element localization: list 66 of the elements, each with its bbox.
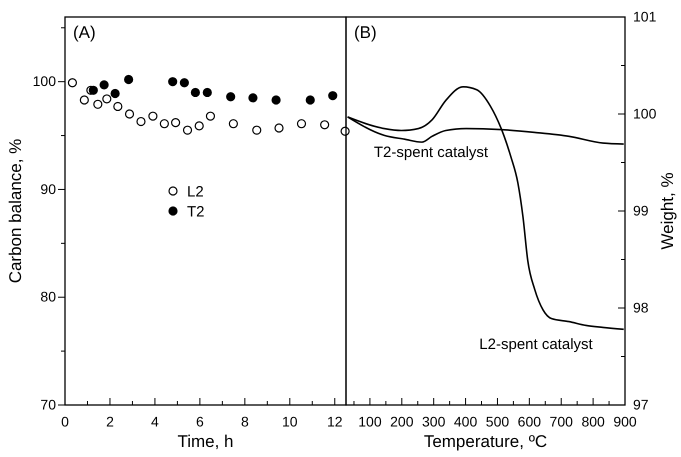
legend-label: T2 (187, 203, 205, 220)
annotation: (B) (354, 23, 377, 42)
point (228, 119, 238, 128)
point (320, 120, 330, 130)
x-tick-label: 12 (326, 414, 343, 430)
point (136, 116, 146, 126)
point (68, 78, 78, 88)
x-tick-label: 200 (390, 414, 414, 430)
point (93, 100, 102, 109)
x-tick-label: 900 (613, 414, 637, 430)
point (113, 102, 122, 112)
legend-label: L2 (187, 183, 204, 200)
x-tick-label: 500 (486, 414, 510, 430)
annotation: L2-spent catalyst (479, 336, 594, 353)
y2-tick-label: 98 (633, 299, 649, 316)
annotation: T2-spent catalyst (374, 144, 489, 161)
y-axis-title: Carbon balance, % (6, 138, 25, 284)
point (171, 118, 180, 128)
y2-tick-label: 97 (633, 396, 649, 412)
point (248, 93, 258, 102)
point (102, 94, 112, 104)
y2-axis-title: Weight, % (658, 172, 677, 250)
y-tick-label: 90 (40, 180, 56, 197)
y2-tick-label: 99 (633, 202, 649, 218)
point (252, 126, 262, 135)
point (306, 95, 315, 105)
x-tick-label: 400 (454, 414, 478, 430)
x-tick-label: 10 (282, 414, 298, 430)
x-axis-title: Time, h (177, 432, 234, 451)
point (168, 77, 178, 86)
x-tick-label: 600 (518, 414, 542, 430)
y-tick-label: 80 (40, 288, 56, 305)
point (226, 92, 236, 102)
point (274, 123, 284, 133)
y-tick-label: 70 (40, 396, 56, 412)
point (124, 74, 134, 84)
x-tick-label: 8 (240, 414, 249, 430)
x-tick-label: 4 (151, 414, 160, 430)
point (328, 91, 338, 100)
point (124, 109, 134, 119)
point (80, 95, 89, 105)
point (202, 88, 212, 98)
x-tick-label: 300 (422, 414, 446, 430)
point (182, 126, 192, 135)
annotation: (A) (73, 23, 96, 42)
point (180, 78, 189, 88)
x-tick-label: 2 (106, 414, 114, 430)
point (296, 119, 306, 128)
x-tick-label: 6 (196, 414, 204, 430)
x-tick-label: 700 (550, 414, 574, 430)
point (110, 88, 120, 98)
point (148, 112, 158, 121)
y2-tick-label: 100 (633, 105, 657, 122)
x-tick-label: 800 (581, 414, 606, 430)
point (100, 80, 109, 90)
x-tick-label: 100 (358, 414, 382, 430)
point (194, 121, 204, 130)
y-tick-label: 100 (32, 73, 56, 90)
x-axis-title: Temperature, ºC (424, 432, 548, 451)
point (272, 95, 281, 105)
point (160, 119, 169, 128)
point (190, 88, 200, 98)
point (88, 86, 98, 95)
point (206, 112, 216, 121)
y2-tick-label: 101 (633, 8, 657, 24)
x-tick-label: 0 (61, 414, 70, 430)
